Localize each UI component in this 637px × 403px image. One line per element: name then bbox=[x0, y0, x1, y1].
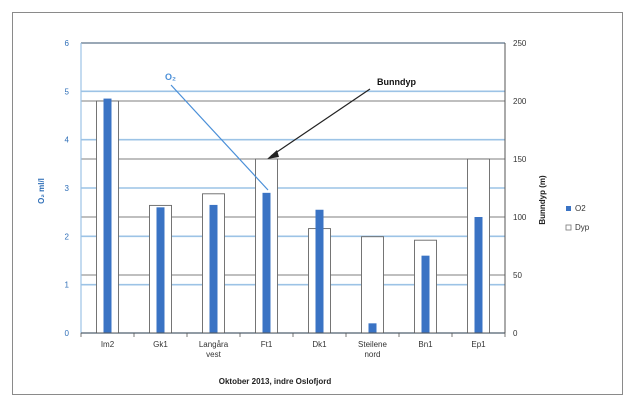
y-right-tick-label: 200 bbox=[513, 97, 527, 106]
bar-o2-7 bbox=[474, 217, 483, 333]
x-tick-label: Bn1 bbox=[418, 340, 433, 349]
bar-o2-3 bbox=[262, 192, 271, 333]
y-left-tick-label: 1 bbox=[65, 281, 70, 290]
legend: O2 Dyp bbox=[565, 204, 590, 232]
legend-dyp-swatch bbox=[565, 224, 572, 231]
y-right-tick-label: 150 bbox=[513, 155, 527, 164]
bunndyp-annotation-label: Bunndyp bbox=[377, 77, 416, 87]
grid-layer bbox=[81, 42, 505, 334]
x-tick-label: Im2 bbox=[101, 340, 115, 349]
x-tick-label: Gk1 bbox=[153, 340, 168, 349]
bar-o2-1 bbox=[156, 207, 165, 333]
legend-dyp-label: Dyp bbox=[575, 223, 590, 232]
legend-o2-label: O2 bbox=[575, 204, 586, 213]
y-left-tick-label: 2 bbox=[65, 232, 70, 241]
y-left-tick-label: 3 bbox=[65, 184, 70, 193]
y-right-tick-label: 250 bbox=[513, 39, 527, 48]
y-right-tick-label: 100 bbox=[513, 213, 527, 222]
x-tick-label: Dk1 bbox=[312, 340, 327, 349]
o2-annotation-line bbox=[170, 84, 269, 191]
bar-o2-5 bbox=[368, 323, 377, 333]
bar-dyp-5 bbox=[361, 236, 384, 334]
bar-o2-0 bbox=[103, 98, 112, 333]
x-tick-label: vest bbox=[206, 350, 221, 359]
bunndyp-arrowhead bbox=[267, 150, 279, 159]
annotations: O₂ Bunndyp bbox=[165, 72, 416, 191]
y-left-tick-label: 4 bbox=[65, 136, 70, 145]
bar-o2-4 bbox=[315, 209, 324, 333]
bar-o2-2 bbox=[209, 204, 218, 333]
x-tick-label: nord bbox=[364, 350, 380, 359]
y-left-tick-label: 5 bbox=[65, 87, 70, 96]
o2-annotation-label: O₂ bbox=[165, 72, 176, 82]
y-left-tick-label: 0 bbox=[65, 329, 70, 338]
legend-o2-swatch bbox=[566, 206, 571, 211]
y-left-tick-label: 6 bbox=[65, 39, 70, 48]
bar-layer bbox=[96, 98, 490, 334]
y-axis-left-title: O₂ ml/l bbox=[37, 178, 46, 204]
x-tick-label: Ft1 bbox=[261, 340, 273, 349]
chart-frame: 0 1 2 3 4 5 6 0 50 100 150 200 250 Im2 Gk1 Langåra vest F… bbox=[12, 12, 623, 395]
y-right-tick-label: 50 bbox=[513, 271, 522, 280]
bar-o2-6 bbox=[421, 255, 430, 333]
x-tick-label: Langåra bbox=[199, 340, 229, 349]
y-right-tick-label: 0 bbox=[513, 329, 518, 338]
axis-layer bbox=[80, 43, 506, 337]
y-axis-right-title: Bunndyp (m) bbox=[538, 175, 547, 225]
x-tick-label: Steilene bbox=[358, 340, 387, 349]
bunndyp-arrow-line bbox=[270, 88, 371, 157]
x-axis-title: Oktober 2013, indre Oslofjord bbox=[219, 377, 332, 386]
x-tick-label: Ep1 bbox=[471, 340, 486, 349]
